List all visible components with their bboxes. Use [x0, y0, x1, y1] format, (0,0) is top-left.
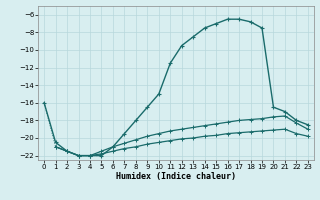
- X-axis label: Humidex (Indice chaleur): Humidex (Indice chaleur): [116, 172, 236, 181]
